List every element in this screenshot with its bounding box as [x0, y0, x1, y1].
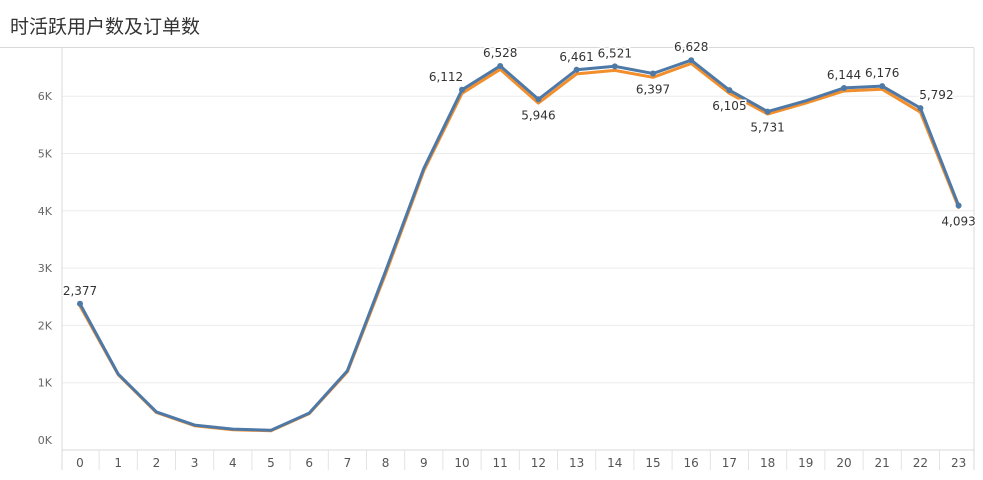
data-label: 6,144 — [827, 68, 861, 82]
data-point-marker — [764, 108, 771, 115]
x-tick-label: 10 — [454, 456, 469, 470]
data-point-marker — [535, 96, 542, 103]
series-lines — [77, 57, 962, 433]
data-point-marker — [917, 105, 924, 112]
data-label: 5,946 — [521, 108, 555, 122]
data-label: 6,105 — [712, 99, 746, 113]
data-label: 6,628 — [674, 40, 708, 54]
data-label: 6,528 — [483, 46, 517, 60]
x-tick-label: 2 — [153, 456, 161, 470]
y-tick-label: 6K — [38, 90, 53, 103]
x-tick-label: 21 — [875, 456, 890, 470]
x-tick-label: 7 — [344, 456, 352, 470]
x-tick-label: 12 — [531, 456, 546, 470]
x-tick-label: 5 — [267, 456, 275, 470]
x-tick-label: 22 — [913, 456, 928, 470]
x-tick-label: 23 — [951, 456, 966, 470]
x-tick-label: 8 — [382, 456, 390, 470]
data-label: 6,176 — [865, 66, 899, 80]
x-tick-label: 4 — [229, 456, 237, 470]
x-tick-label: 3 — [191, 456, 199, 470]
y-tick-label: 1K — [38, 377, 53, 390]
gridlines — [62, 95, 974, 384]
chart-title: 时活跃用户数及订单数 — [10, 16, 201, 38]
y-tick-label: 0K — [38, 434, 53, 447]
title-divider — [0, 47, 974, 48]
x-tick-label: 6 — [305, 456, 313, 470]
data-point-marker — [879, 83, 886, 90]
x-tick-label: 14 — [607, 456, 622, 470]
y-tick-label: 3K — [38, 262, 53, 275]
data-point-marker — [77, 300, 83, 307]
data-point-marker — [459, 86, 465, 93]
x-tick-label: 19 — [798, 456, 813, 470]
data-point-marker — [688, 57, 695, 64]
data-label: 6,461 — [559, 50, 593, 64]
x-tick-label: 9 — [420, 456, 428, 470]
y-tick-label: 2K — [38, 319, 53, 332]
data-labels: 2,377 6,112 6,528 5,946 6,461 6,521 6,397 6,628… — [61, 39, 977, 300]
x-tick-label: 16 — [684, 456, 699, 470]
x-tick-label: 17 — [722, 456, 737, 470]
data-label: 5,731 — [750, 121, 784, 135]
data-point-marker — [650, 70, 656, 77]
series-line-0 — [78, 62, 961, 433]
x-tick-label: 11 — [493, 456, 508, 470]
data-label: 5,792 — [919, 88, 953, 102]
x-tick-label: 20 — [836, 456, 851, 470]
data-point-marker — [841, 84, 847, 91]
series-line-1 — [78, 58, 961, 432]
data-point-marker — [955, 202, 962, 209]
data-label: 6,521 — [598, 46, 632, 60]
data-label: 2,377 — [63, 284, 97, 298]
x-tick-label: 15 — [645, 456, 660, 470]
data-point-marker — [726, 87, 733, 94]
data-label: 4,093 — [941, 214, 975, 228]
x-tick-label: 18 — [760, 456, 775, 470]
data-label: 6,112 — [429, 70, 463, 84]
y-tick-label: 4K — [38, 205, 53, 218]
data-label: 6,397 — [636, 82, 670, 96]
x-tick-label: 13 — [569, 456, 584, 470]
data-point-marker — [573, 66, 580, 73]
data-point-marker — [497, 62, 504, 69]
data-point-marker — [611, 63, 618, 70]
y-tick-label: 5K — [38, 148, 53, 161]
x-tick-label: 1 — [114, 456, 122, 470]
x-tick-label: 0 — [76, 456, 84, 470]
